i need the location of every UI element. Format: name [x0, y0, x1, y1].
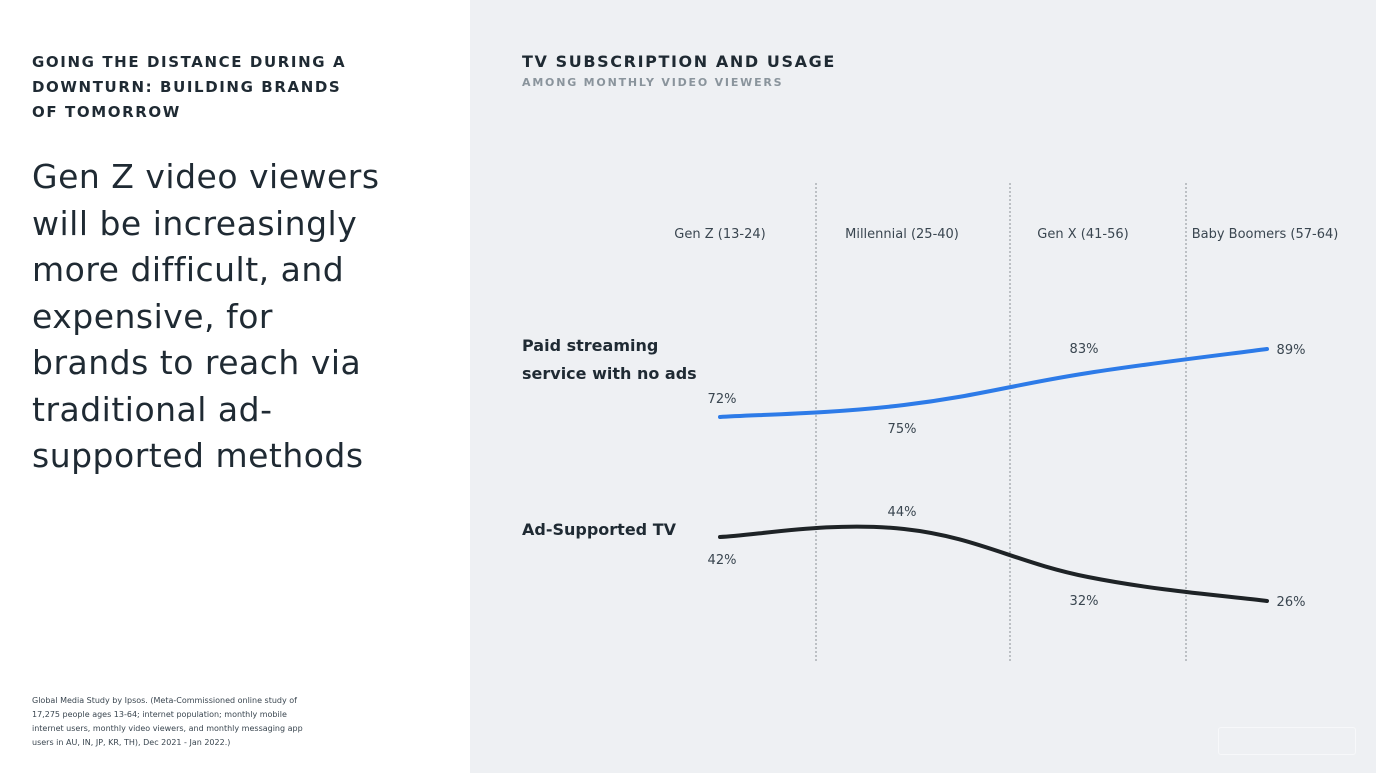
headline-line: traditional ad-	[32, 389, 273, 429]
series-name-label: Ad-Supported TV	[522, 520, 677, 539]
chart-panel	[470, 0, 1376, 773]
watermark-box	[1218, 727, 1356, 755]
value-label: 83%	[1070, 342, 1099, 357]
category-label: Millennial (25-40)	[845, 227, 959, 242]
value-label: 42%	[708, 553, 737, 568]
paid-streaming-line	[718, 347, 1269, 419]
series-name-label: Paid streaming	[522, 336, 658, 355]
kicker-line: DOWNTURN: BUILDING BRANDS	[32, 78, 342, 96]
value-label: 75%	[888, 422, 917, 437]
category-label: Gen X (41-56)	[1037, 227, 1128, 242]
kicker-line: OF TOMORROW	[32, 103, 181, 121]
headline-line: will be increasingly	[32, 203, 358, 243]
chart-title: TV SUBSCRIPTION AND USAGE	[522, 52, 836, 71]
ad-supported-line	[718, 524, 1269, 603]
value-label: 26%	[1277, 595, 1306, 610]
headline-line: brands to reach via	[32, 343, 362, 382]
headline-line: supported methods	[32, 436, 364, 475]
footnote-line: users in AU, IN, JP, KR, TH), Dec 2021 -…	[32, 738, 231, 747]
value-label: 72%	[708, 392, 737, 407]
value-label: 32%	[1070, 594, 1099, 609]
value-label: 44%	[888, 505, 917, 520]
section-kicker: GOING THE DISTANCE DURING A DOWNTURN: BU…	[32, 50, 432, 125]
headline-line: more difficult, and	[32, 250, 345, 289]
footnote-line: internet users, monthly video viewers, a…	[32, 724, 303, 733]
left-panel: GOING THE DISTANCE DURING A DOWNTURN: BU…	[0, 0, 470, 773]
category-label: Gen Z (13-24)	[674, 227, 765, 242]
footnote-line: 17,275 people ages 13-64; internet popul…	[32, 710, 287, 719]
category-label: Baby Boomers (57-64)	[1192, 227, 1339, 242]
headline-line: Gen Z video viewers	[32, 157, 380, 196]
footnote-line: Global Media Study by Ipsos. (Meta-Commi…	[32, 696, 297, 705]
value-label: 89%	[1277, 343, 1306, 358]
series-name-label: service with no ads	[522, 364, 697, 383]
chart-subtitle: AMONG MONTHLY VIDEO VIEWERS	[522, 76, 784, 89]
source-footnote: Global Media Study by Ipsos. (Meta-Commi…	[32, 694, 412, 750]
headline: Gen Z video viewers will be increasingly…	[32, 154, 452, 480]
kicker-line: GOING THE DISTANCE DURING A	[32, 53, 347, 71]
headline-line: expensive, for	[32, 296, 273, 336]
